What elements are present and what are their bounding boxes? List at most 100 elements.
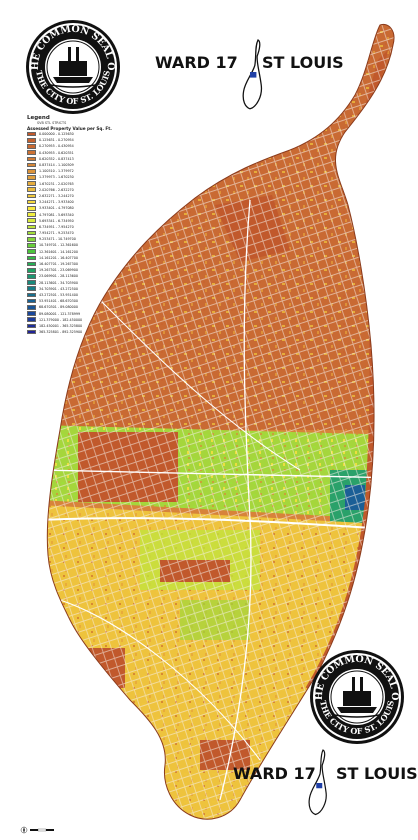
legend-swatch: [27, 206, 36, 211]
legend-subtitle: SVB STL STRICTS: [37, 121, 67, 125]
scale-bar: [30, 828, 54, 832]
footer-ward-label: WARD 17: [233, 764, 316, 783]
legend-label: 0.270955 - 0.430954: [39, 144, 74, 149]
map-legend: Legend SVB STL STRICTS Assessed Property…: [27, 115, 122, 335]
legend-row: 0.837414 - 1.100509: [27, 162, 122, 168]
legend-label: 12.361601 - 14.161200: [39, 249, 78, 254]
legend-title: Legend: [27, 115, 50, 121]
legend-swatch: [27, 181, 36, 186]
legend-swatch: [27, 162, 36, 168]
legend-swatch: [27, 249, 36, 254]
legend-swatch: [27, 150, 36, 155]
city-outline-locator-icon: [308, 749, 327, 816]
north-arrow-icon: [20, 826, 28, 834]
legend-label: 2.632271 - 3.244270: [39, 193, 74, 198]
legend-label: 9.253471 - 10.749700: [39, 237, 76, 242]
legend-label: 121.379000 - 182.450000: [39, 317, 83, 322]
legend-row: 0.430955 - 0.620351: [27, 150, 122, 156]
legend-swatch: [27, 298, 36, 304]
legend-swatch: [27, 243, 36, 248]
legend-label: 28.113601 - 34.703900: [39, 280, 78, 285]
legend-label: 0.430955 - 0.620351: [39, 150, 74, 155]
legend-row: 7.954271 - 9.253470: [27, 230, 122, 236]
header-ward-label: WARD 17: [155, 53, 238, 72]
legend-label: 53.951401 - 68.670300: [39, 299, 78, 304]
legend-label: 0.000000 - 0.125630: [39, 132, 74, 137]
legend-swatch: [27, 168, 36, 174]
legend-swatch: [27, 311, 36, 316]
legend-swatch: [27, 267, 36, 273]
legend-row: 5.693341 - 6.734950: [27, 218, 122, 224]
legend-row: 12.361601 - 14.161200: [27, 249, 122, 255]
legend-row: 16.407701 - 19.267300: [27, 261, 122, 267]
city-seal-icon: [310, 650, 404, 744]
legend-swatch: [27, 292, 36, 298]
legend-label: 0.620352 - 0.837413: [39, 156, 74, 161]
city-outline-locator-icon: [242, 39, 263, 110]
legend-label: 6.734951 - 7.954270: [39, 224, 74, 229]
legend-row: 0.270955 - 0.430954: [27, 143, 122, 149]
legend-swatch: [27, 261, 36, 267]
legend-swatch: [27, 305, 36, 310]
legend-row: 182.450001 - 365.325800: [27, 323, 122, 329]
legend-row: 2.020766 - 2.632270: [27, 187, 122, 193]
legend-label: 7.954271 - 9.253470: [39, 231, 74, 236]
legend-label: 19.267301 - 23.069900: [39, 268, 78, 273]
legend-row: 121.379000 - 182.450000: [27, 317, 122, 323]
legend-swatch: [27, 323, 36, 329]
legend-row: 365.325801 - 892.325900: [27, 329, 122, 335]
legend-swatch: [27, 187, 36, 193]
legend-label: 2.020766 - 2.632270: [39, 187, 74, 192]
header-city-label: ST LOUIS: [262, 53, 344, 72]
legend-label: 182.450001 - 365.325800: [39, 323, 83, 328]
legend-label: 0.837414 - 1.100509: [39, 163, 74, 168]
legend-label: 34.703901 - 43.272500: [39, 286, 78, 291]
legend-swatch: [27, 255, 36, 261]
legend-label: 5.693341 - 6.734950: [39, 218, 74, 223]
legend-swatch: [27, 280, 36, 285]
legend-swatch: [27, 199, 36, 205]
legend-row: 53.951401 - 68.670300: [27, 298, 122, 304]
legend-swatch: [27, 317, 36, 323]
legend-label: 1.670231 - 2.020765: [39, 181, 74, 186]
legend-row: 1.670231 - 2.020765: [27, 181, 122, 187]
footer-city-label: ST LOUIS: [336, 764, 418, 783]
legend-label: 3.244271 - 3.933400: [39, 200, 74, 205]
legend-swatch: [27, 218, 36, 224]
legend-row: 28.113601 - 34.703900: [27, 280, 122, 286]
legend-label: 1.100510 - 1.379972: [39, 169, 74, 174]
legend-row: 9.253471 - 10.749700: [27, 236, 122, 242]
legend-swatch: [27, 274, 36, 279]
legend-row: 68.670301 - 89.080000: [27, 304, 122, 310]
legend-label: 14.161201 - 16.407700: [39, 255, 78, 260]
legend-label: 68.670301 - 89.080000: [39, 305, 78, 310]
city-seal-icon: [26, 20, 120, 114]
legend-row: 19.267301 - 23.069900: [27, 267, 122, 273]
legend-row: 10.749701 - 12.361600: [27, 242, 122, 248]
legend-label: 89.080001 - 121.378999: [39, 311, 81, 316]
legend-label: 0.125631 - 0.270954: [39, 138, 74, 143]
legend-row: 89.080001 - 121.378999: [27, 310, 122, 316]
legend-row: 23.069901 - 28.113600: [27, 273, 122, 279]
legend-row: 0.000000 - 0.125630: [27, 131, 122, 137]
legend-swatch: [27, 286, 36, 292]
legend-label: 1.379973 - 1.670230: [39, 175, 74, 180]
legend-label: 3.933401 - 4.797080: [39, 206, 74, 211]
legend-swatch: [27, 193, 36, 199]
legend-swatch: [27, 131, 36, 137]
legend-swatch: [27, 156, 36, 162]
legend-swatch: [27, 224, 36, 230]
legend-row: 1.379973 - 1.670230: [27, 174, 122, 180]
legend-heading: Assessed Property Value per Sq. Ft.: [27, 126, 112, 131]
legend-label: 365.325801 - 892.325900: [39, 330, 83, 335]
legend-row: 34.703901 - 43.272500: [27, 286, 122, 292]
legend-row: 2.632271 - 3.244270: [27, 193, 122, 199]
legend-swatch: [27, 236, 36, 242]
legend-row: 3.933401 - 4.797080: [27, 205, 122, 211]
legend-swatch: [27, 329, 36, 335]
legend-label: 4.797081 - 5.693340: [39, 212, 74, 217]
legend-label: 10.749701 - 12.361600: [39, 243, 78, 248]
legend-label: 43.272501 - 53.951400: [39, 292, 78, 297]
legend-row: 6.734951 - 7.954270: [27, 224, 122, 230]
